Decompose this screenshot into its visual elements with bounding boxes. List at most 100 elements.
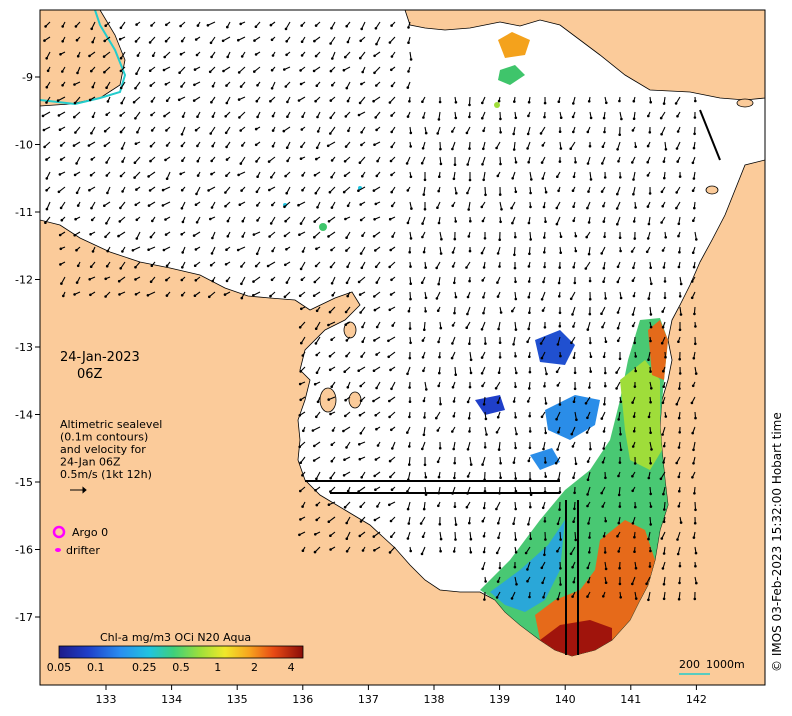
velocity-arrow-head <box>527 114 530 118</box>
velocity-arrow-head <box>315 84 319 87</box>
velocity-arrow-head <box>406 221 410 225</box>
velocity-arrow-head <box>180 293 184 297</box>
velocity-arrow-head <box>91 85 95 89</box>
velocity-arrow-head <box>165 264 169 268</box>
velocity-arrow-head <box>618 582 622 586</box>
velocity-arrow-head <box>468 279 471 283</box>
velocity-arrow-head <box>286 159 289 163</box>
velocity-arrow-head <box>512 461 516 464</box>
velocity-arrow-head <box>559 583 562 586</box>
velocity-arrow-head <box>330 338 333 342</box>
velocity-arrow-head <box>300 128 304 131</box>
velocity-arrow <box>222 36 231 42</box>
velocity-arrow-head <box>498 265 501 268</box>
velocity-arrow <box>162 201 171 206</box>
velocity-arrow-head <box>408 100 411 103</box>
velocity-arrow-head <box>388 265 392 269</box>
velocity-arrow-head <box>76 54 80 58</box>
velocity-arrow-head <box>422 507 426 511</box>
velocity-arrow-head <box>299 222 303 225</box>
velocity-arrow-head <box>511 221 514 225</box>
velocity-arrow-head <box>691 251 695 254</box>
velocity-arrow-head <box>256 84 259 87</box>
velocity-arrow-head <box>314 533 317 536</box>
velocity-arrow-head <box>209 217 212 221</box>
velocity-arrow-head <box>587 580 590 584</box>
velocity-arrow-head <box>388 551 392 554</box>
velocity-arrow-head <box>359 505 363 509</box>
velocity-arrow-head <box>543 553 546 557</box>
velocity-arrow-head <box>224 191 227 194</box>
velocity-arrow-head <box>481 219 485 223</box>
velocity-arrow-head <box>163 55 166 59</box>
velocity-arrow-head <box>210 252 214 255</box>
velocity-arrow-head <box>163 114 166 118</box>
velocity-arrow-head <box>375 128 378 132</box>
velocity-arrow-head <box>692 177 696 180</box>
velocity-arrow-head <box>572 476 575 480</box>
velocity-arrow-head <box>451 251 455 254</box>
velocity-arrow-head <box>690 296 694 300</box>
velocity-arrow-head <box>225 101 229 105</box>
velocity-arrow-head <box>45 189 48 192</box>
velocity-arrow-head <box>314 489 317 492</box>
velocity-arrow-head <box>194 203 198 206</box>
velocity-arrow-head <box>436 309 440 313</box>
velocity-arrow-head <box>345 236 348 239</box>
velocity-arrow-head <box>646 237 650 240</box>
velocity-arrow-head <box>345 521 349 525</box>
velocity-arrow-head <box>119 26 123 30</box>
velocity-arrow-head <box>617 418 620 421</box>
velocity-arrow <box>388 351 396 358</box>
velocity-arrow-head <box>647 415 651 419</box>
velocity-arrow-head <box>573 491 576 495</box>
velocity-arrow-head <box>343 458 346 462</box>
velocity-arrow-head <box>496 401 500 404</box>
velocity-arrow-head <box>480 328 484 331</box>
velocity-arrow-head <box>498 356 502 359</box>
velocity-arrow-head <box>557 100 561 103</box>
velocity-arrow-head <box>283 234 287 238</box>
velocity-arrow-head <box>42 128 46 132</box>
velocity-arrow-head <box>316 400 320 404</box>
velocity-arrow-head <box>73 83 76 86</box>
velocity-arrow-head <box>300 24 304 27</box>
velocity-arrow-head <box>330 248 333 252</box>
velocity-arrow-head <box>423 178 427 182</box>
velocity-arrow-head <box>388 217 392 221</box>
velocity-arrow-head <box>543 236 546 239</box>
velocity-arrow-head <box>327 235 330 238</box>
lat-tick-label: -14 <box>15 409 33 422</box>
lon-tick-label: 142 <box>686 693 707 706</box>
info-line: 0.5m/s (1kt 12h) <box>60 468 152 481</box>
velocity-arrow-head <box>327 220 331 223</box>
velocity-arrow-head <box>238 116 241 119</box>
velocity-arrow-head <box>603 130 606 134</box>
velocity-arrow-head <box>691 161 695 165</box>
velocity-arrow-head <box>649 266 652 270</box>
velocity-arrow-head <box>389 519 393 523</box>
velocity-arrow-head <box>467 208 471 211</box>
velocity-arrow-head <box>468 430 471 433</box>
velocity-arrow-head <box>254 127 258 131</box>
velocity-arrow-head <box>301 174 304 177</box>
velocity-arrow-head <box>301 188 304 192</box>
velocity-arrow-head <box>315 415 318 419</box>
velocity-arrow-head <box>405 162 409 165</box>
velocity-arrow-head <box>544 431 547 435</box>
velocity-arrow-head <box>530 178 533 181</box>
velocity-arrow-head <box>528 595 531 599</box>
velocity-arrow <box>570 141 576 149</box>
velocity-arrow-head <box>180 278 184 282</box>
velocity-arrow-head <box>271 114 275 118</box>
velocity-arrow-head <box>634 206 637 209</box>
velocity-arrow-head <box>436 206 439 209</box>
velocity-arrow-head <box>452 177 456 181</box>
colorbar-tick-label: 0.25 <box>132 661 157 674</box>
velocity-arrow-head <box>616 222 619 226</box>
colorbar <box>58 645 304 659</box>
velocity-arrow-head <box>616 534 619 538</box>
velocity-arrow-head <box>301 474 304 477</box>
velocity-arrow-head <box>662 552 666 555</box>
velocity-arrow-head <box>252 233 256 236</box>
